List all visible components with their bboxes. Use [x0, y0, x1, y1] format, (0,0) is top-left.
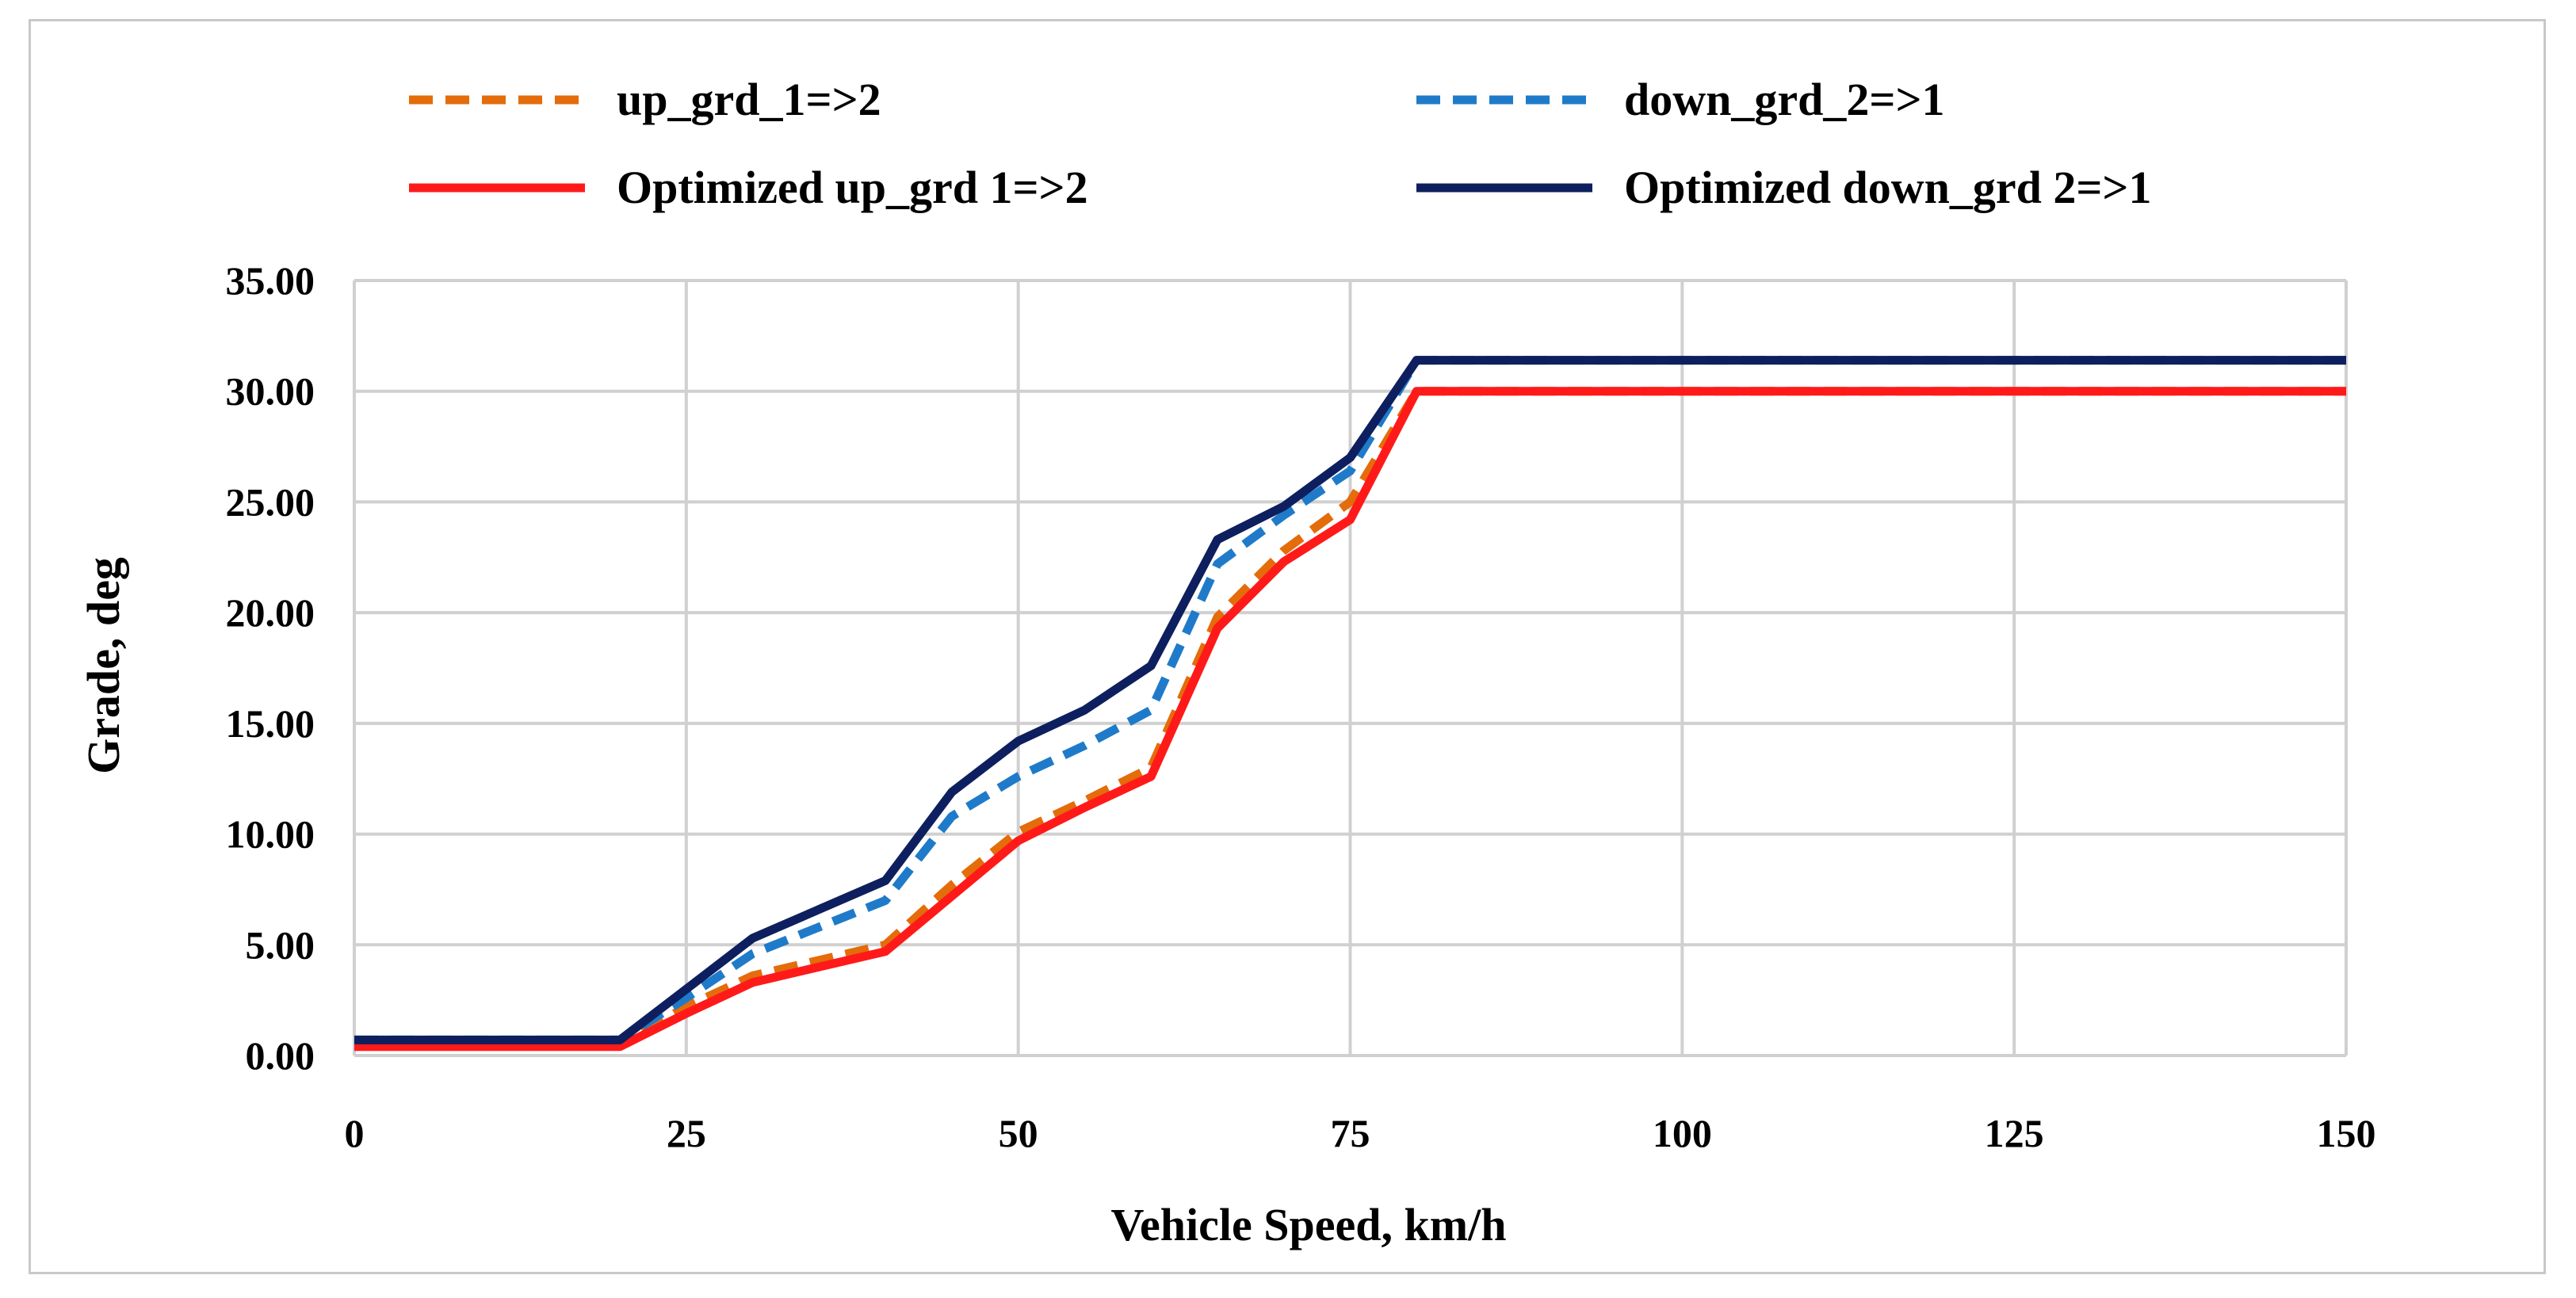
x-tick-label: 150 — [2317, 1111, 2376, 1155]
grid — [353, 279, 2348, 1057]
series-lines — [354, 356, 2346, 1052]
series-line-1 — [354, 387, 2346, 1049]
x-axis-title: Vehicle Speed, km/h — [1111, 1199, 1507, 1250]
y-tick-label: 5.00 — [246, 922, 315, 967]
series-line-2 — [354, 356, 2346, 1044]
y-axis-title: Grade, deg — [78, 557, 129, 774]
y-tick-label: 15.00 — [226, 701, 315, 746]
legend: up_grd_1=>2 down_grd_2=>1 Optimized up_grd… — [409, 74, 2151, 213]
series-line-4 — [354, 356, 2346, 1044]
x-tick-label: 0 — [345, 1111, 365, 1155]
y-tick-label: 25.00 — [226, 479, 315, 524]
y-tick-label: 20.00 — [226, 590, 315, 635]
legend-label-3: Optimized up_grd 1=>2 — [617, 162, 1088, 213]
legend-label-2: down_grd_2=>1 — [1624, 74, 1945, 125]
x-tick-label: 125 — [1985, 1111, 2044, 1155]
x-tick-label: 100 — [1653, 1111, 1712, 1155]
y-tick-label: 0.00 — [246, 1033, 315, 1078]
chart-frame — [29, 19, 2546, 1274]
y-tick-label: 35.00 — [226, 258, 315, 303]
legend-label-4: Optimized down_grd 2=>1 — [1624, 162, 2151, 213]
legend-label-1: up_grd_1=>2 — [617, 74, 881, 125]
y-tick-label: 30.00 — [226, 369, 315, 414]
series-line-3 — [354, 387, 2346, 1052]
x-tick-label: 25 — [667, 1111, 706, 1155]
x-tick-label: 75 — [1331, 1111, 1370, 1155]
tick-labels: 0.00 5.00 10.00 15.00 20.00 25.00 30.00 35.00 0 2… — [226, 258, 2376, 1155]
x-tick-label: 50 — [999, 1111, 1038, 1155]
y-tick-label: 10.00 — [226, 812, 315, 857]
